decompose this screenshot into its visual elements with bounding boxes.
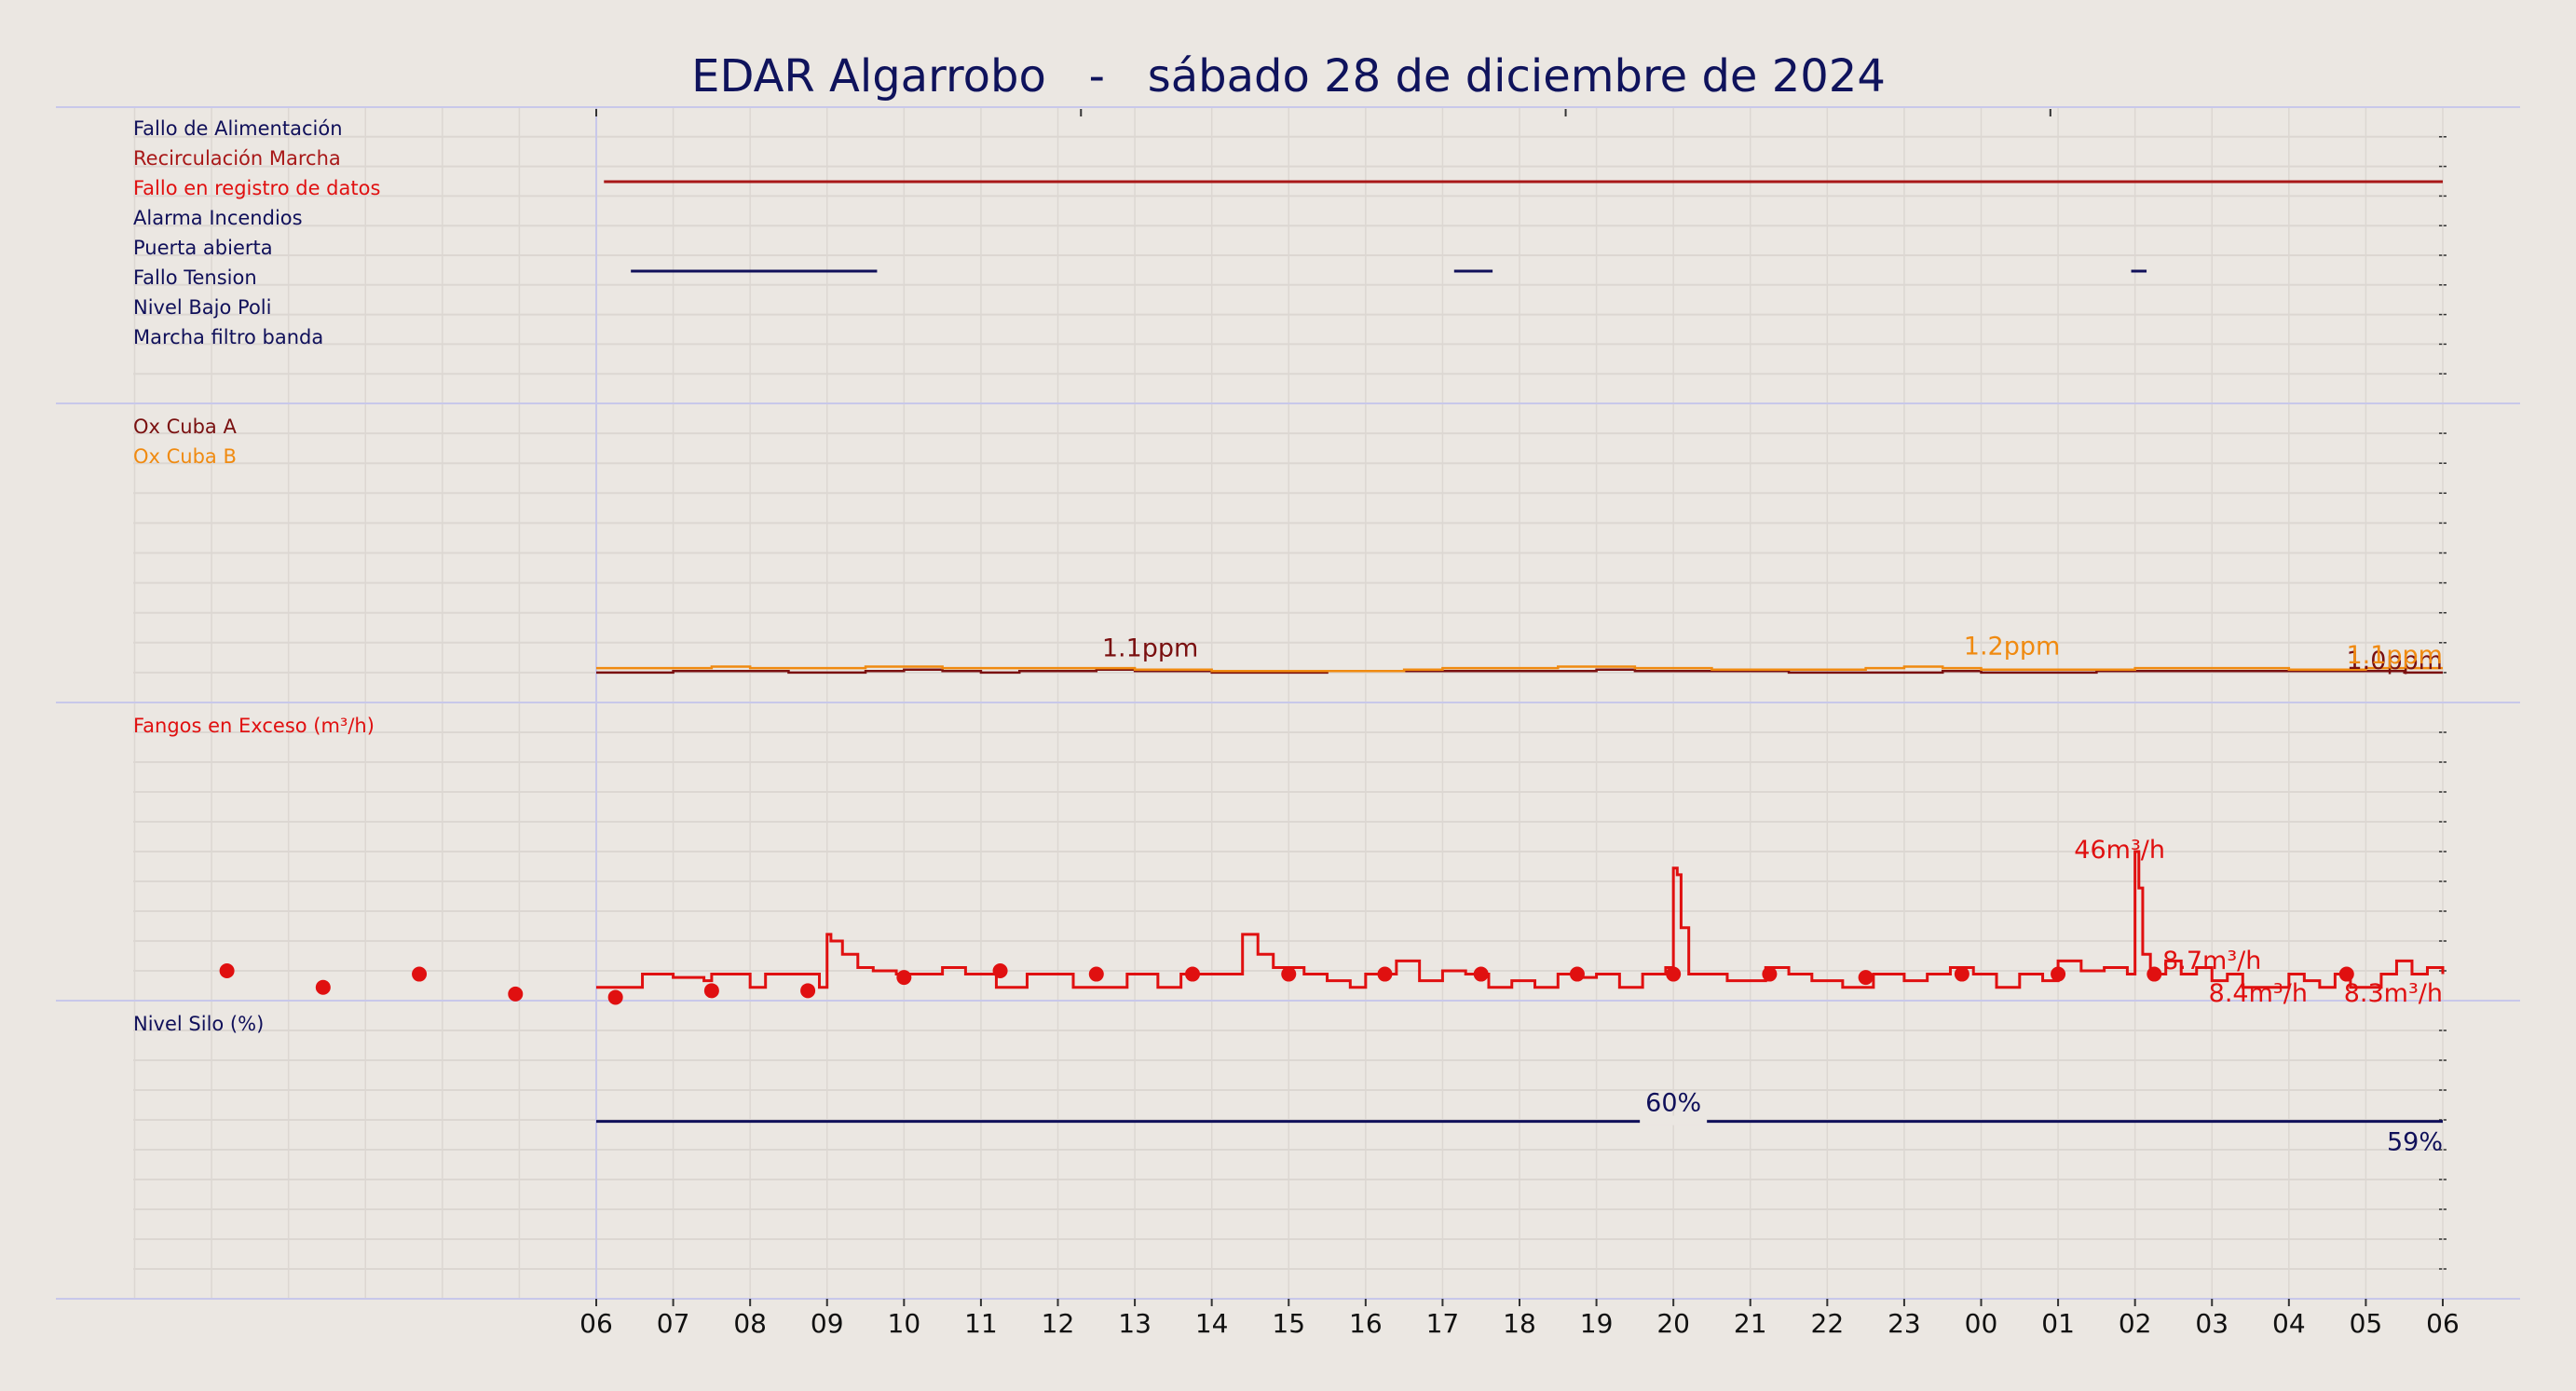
x-tick-label: 02	[2119, 1308, 2152, 1339]
x-tick-label: 07	[657, 1308, 690, 1339]
x-tick-label: 04	[2272, 1308, 2306, 1339]
x-tick-label: 01	[2041, 1308, 2075, 1339]
data-point	[1954, 966, 1969, 982]
legend-entry: Recirculación Marcha	[133, 147, 341, 170]
x-tick-label: 13	[1118, 1308, 1152, 1339]
legend-entry: Ox Cuba A	[133, 416, 237, 438]
chart-title: EDAR Algarrobo - sábado 28 de diciembre …	[691, 50, 1886, 102]
data-point	[607, 989, 623, 1005]
x-tick-label: 10	[888, 1308, 921, 1339]
x-tick-label: 22	[1811, 1308, 1845, 1339]
series-line	[596, 665, 2443, 673]
data-point	[508, 986, 524, 1002]
data-point	[219, 963, 235, 978]
data-point	[2338, 966, 2354, 982]
label-knockout	[1640, 1115, 1708, 1125]
data-point	[1858, 970, 1874, 986]
data-point	[1377, 966, 1393, 982]
legend-entry: Fangos en Exceso (m³/h)	[133, 715, 375, 737]
x-tick-label: 05	[2350, 1308, 2383, 1339]
data-point	[1762, 966, 1778, 982]
data-point	[2051, 966, 2066, 982]
x-tick-label: 03	[2195, 1308, 2228, 1339]
legend-entry: Nivel Silo (%)	[133, 1013, 264, 1035]
data-label: 1.1ppm	[1102, 634, 1199, 662]
data-label: 59%	[2387, 1128, 2443, 1157]
legend-entry: Nivel Bajo Poli	[133, 296, 271, 319]
data-point	[412, 966, 428, 982]
legend-entry: Fallo de Alimentación	[133, 117, 343, 140]
data-point	[1473, 966, 1489, 982]
x-tick-label: 14	[1195, 1308, 1229, 1339]
data-label: 1.1ppm	[2346, 641, 2443, 670]
x-tick-label: 18	[1503, 1308, 1536, 1339]
legend-entry: Puerta abierta	[133, 237, 273, 259]
data-point	[992, 963, 1008, 978]
series-line	[596, 668, 2443, 675]
data-label: 1.0ppm	[2346, 647, 2443, 675]
data-label: 8.7m³/h	[2162, 947, 2261, 975]
data-label: 46m³/h	[2074, 836, 2165, 865]
x-tick-label: 06	[2426, 1308, 2460, 1339]
data-label: 8.3m³/h	[2344, 979, 2443, 1008]
x-tick-label: 20	[1656, 1308, 1690, 1339]
x-tick-label: 12	[1042, 1308, 1075, 1339]
series-line	[596, 850, 2445, 989]
data-point	[896, 970, 912, 986]
data-point	[1666, 966, 1682, 982]
legend-entry: Alarma Incendios	[133, 207, 303, 229]
data-label: 1.2ppm	[1964, 633, 2061, 661]
x-tick-label: 09	[811, 1308, 844, 1339]
data-point	[800, 983, 816, 999]
x-tick-label: 19	[1580, 1308, 1614, 1339]
x-tick-label: 00	[1965, 1308, 1998, 1339]
text-layer: 06 07 08 09 10 11 12 13 14 15 16 17 18 19 20 21 22 23 00 01…	[133, 117, 2460, 1339]
legend-entry: Fallo en registro de datos	[133, 177, 380, 199]
x-tick-label: 16	[1349, 1308, 1383, 1339]
legend-entry: Ox Cuba B	[133, 445, 237, 468]
data-label: 60%	[1645, 1089, 1701, 1118]
x-tick-label: 21	[1734, 1308, 1767, 1339]
data-point	[315, 979, 331, 995]
legend-entry: Marcha filtro banda	[133, 326, 323, 348]
data-label: 8.4m³/h	[2209, 979, 2308, 1008]
data-point	[1088, 966, 1104, 982]
data-point	[1185, 966, 1201, 982]
x-tick-label: 11	[964, 1308, 998, 1339]
legend-entry: Fallo Tension	[133, 266, 257, 289]
x-tick-label: 08	[733, 1308, 767, 1339]
data-point	[1281, 966, 1297, 982]
x-tick-label: 15	[1272, 1308, 1305, 1339]
data-point	[2147, 966, 2162, 982]
series-layer	[219, 180, 2445, 1125]
x-tick-label: 23	[1888, 1308, 1921, 1339]
data-point	[703, 983, 719, 999]
x-tick-label: 06	[579, 1308, 613, 1339]
x-tick-label: 17	[1426, 1308, 1460, 1339]
data-point	[1569, 966, 1585, 982]
